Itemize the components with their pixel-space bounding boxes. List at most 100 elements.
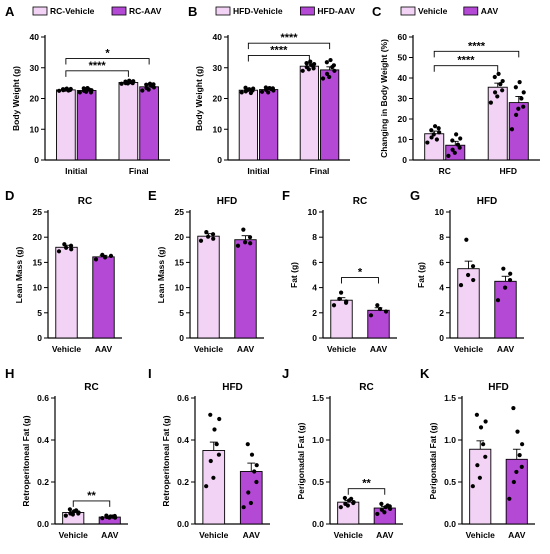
panel-i-letter: I	[148, 366, 152, 381]
panel-b-legend-label-1: HFD-AAV	[317, 6, 355, 16]
panel-i-y-tick-label-3: 0.6	[177, 393, 189, 403]
panel-c-bracket-1	[433, 50, 520, 58]
panel-g-point-0-0-3	[470, 264, 476, 269]
panel-k-y-tick-label-0: 0.0	[444, 519, 456, 529]
panel-c-point-1-1-3	[517, 80, 522, 85]
panel-g-y-tick-label-3: 6	[439, 257, 444, 267]
panel-k-y-label: Perigonadal Fat (g)	[428, 422, 438, 499]
panel-b-point-1-1-7	[331, 63, 336, 68]
panel-f-y-tick-label-4: 8	[312, 232, 317, 242]
panel-a-bracket-1	[65, 58, 150, 65]
panel-f-y-tick-label-3: 6	[312, 257, 317, 267]
panel-g-bar-0-0	[457, 268, 480, 339]
panel-c-point-0-1-6	[458, 136, 463, 141]
panel-b-sig-label-0: ****	[270, 44, 288, 56]
panel-e-point-0-0-3	[210, 232, 216, 237]
panel-f-sig-label-0: *	[358, 267, 363, 279]
panel-c-y-tick-label-2: 20	[398, 114, 408, 124]
panel-f-point-0-0-2	[339, 290, 344, 295]
panel-c-sig-label-1: ****	[468, 40, 486, 52]
panel-h-point-0-0-4	[70, 512, 75, 517]
panel-i-x-label-0: Vehicle	[199, 530, 229, 540]
panel-i-point-1-0-2	[246, 490, 251, 495]
panel-f-x-label-1: AAV	[370, 344, 388, 354]
panel-e-point-1-0-1	[241, 227, 246, 232]
panel-e-point-1-0-0	[235, 243, 241, 248]
panel-j-point-0-0-1	[342, 495, 347, 501]
panel-j-bracket-0	[347, 488, 386, 495]
panel-d-bar-0-0	[55, 246, 78, 339]
panel-f-y-tick-label-2: 4	[312, 283, 317, 293]
panel-f-bracket-0	[341, 277, 379, 284]
panel-c-point-0-1-3	[454, 132, 459, 137]
panel-h-x-label-1: AAV	[101, 530, 119, 540]
panel-e-point-1-0-4	[248, 241, 253, 246]
panel-c-y-tick-label-1: 10	[398, 135, 408, 145]
panel-i-point-0-0-3	[212, 427, 217, 432]
panel-h-bracket-0	[72, 500, 111, 507]
panel-k-point-1-0-1	[511, 405, 516, 411]
panel-c-y-tick-label-5: 50	[398, 53, 408, 63]
panel-b-point-1-0-0	[300, 68, 305, 73]
panel-a-x-label-1: Final	[129, 166, 149, 176]
panel-g-point-1-0-3	[507, 277, 513, 283]
panel-e-point-0-0-2	[206, 234, 211, 239]
panel-b-point-0-0-0	[239, 90, 244, 95]
panel-h-y-tick-label-2: 0.4	[37, 435, 49, 445]
panel-k-y-tick-label-2: 1.0	[444, 435, 456, 445]
panel-i-y-tick-label-0: 0.0	[177, 519, 189, 529]
panel-b-y-tick-label-3: 30	[213, 63, 223, 73]
panel-h-y-tick-label-3: 0.6	[37, 393, 49, 403]
panel-a-legend-label-0: RC-Vehicle	[50, 6, 95, 16]
panel-h-point-0-0-7	[76, 511, 81, 516]
panel-d-letter: D	[5, 188, 14, 203]
panel-h-y-label: Retroperitoneal Fat (g)	[21, 415, 31, 506]
panel-h-y-tick-label-0: 0.0	[37, 519, 49, 529]
panel-j-point-0-0-4	[345, 503, 350, 508]
panel-h-title: RC	[84, 382, 98, 393]
panel-i-bar-1-0	[239, 471, 263, 525]
panel-g-y-tick-label-2: 4	[439, 283, 444, 293]
panel-j-point-0-0-0	[338, 505, 343, 510]
panel-b-y-tick-label-0: 0	[217, 155, 222, 165]
panel-j-y-tick-label-3: 1.5	[312, 393, 324, 403]
panel-a-x-label-0: Initial	[65, 166, 87, 176]
panel-h-point-1-0-0	[100, 516, 105, 521]
panel-a-point-0-1-4	[84, 89, 89, 94]
panel-c-y-tick-label-6: 60	[398, 32, 408, 42]
panel-c-point-0-0-5	[434, 137, 439, 142]
panel-a-point-1-0-7	[130, 81, 135, 86]
panel-c-point-0-0-1	[429, 128, 434, 133]
panel-g-point-0-0-0	[458, 282, 464, 288]
panel-a-point-1-0-0	[119, 81, 124, 86]
panel-k-point-1-0-7	[519, 464, 524, 469]
panel-f-letter: F	[282, 188, 290, 203]
panel-c-sig-label-0: ****	[457, 55, 475, 67]
panel-j-point-1-0-0	[375, 511, 380, 517]
panel-c-legend-label-1: AAV	[481, 6, 499, 16]
panel-b-point-1-1-6	[332, 68, 337, 73]
panel-b-x-label-1: Final	[310, 166, 330, 176]
panel-c-letter: C	[372, 4, 382, 19]
panel-c-legend-label-0: Vehicle	[418, 6, 448, 16]
panel-i-y-tick-label-2: 0.4	[177, 435, 189, 445]
panel-a-point-1-1-0	[140, 88, 145, 93]
panel-f-y-tick-label-1: 2	[312, 308, 317, 318]
panel-g-point-0-0-4	[471, 277, 476, 283]
panel-f-x-label-0: Vehicle	[327, 344, 357, 354]
panel-g-x-label-0: Vehicle	[454, 344, 484, 354]
panel-d-bar-1-0	[92, 256, 115, 339]
panel-g-letter: G	[410, 188, 420, 203]
panel-a-point-0-1-7	[88, 90, 94, 95]
panel-e-y-tick-label-2: 10	[175, 283, 185, 293]
panel-h-point-0-0-1	[67, 507, 72, 512]
panel-a-y-label: Body Weight (g)	[11, 66, 21, 131]
panel-f-point-1-0-0	[368, 313, 374, 318]
panel-c-point-0-0-4	[431, 132, 436, 137]
panel-k-point-1-0-2	[511, 479, 516, 485]
panel-g-x-label-1: AAV	[497, 344, 515, 354]
panel-c-point-1-1-4	[516, 106, 521, 111]
panel-e-y-tick-label-0: 0	[179, 333, 184, 343]
panel-d-x-label-0: Vehicle	[52, 344, 82, 354]
